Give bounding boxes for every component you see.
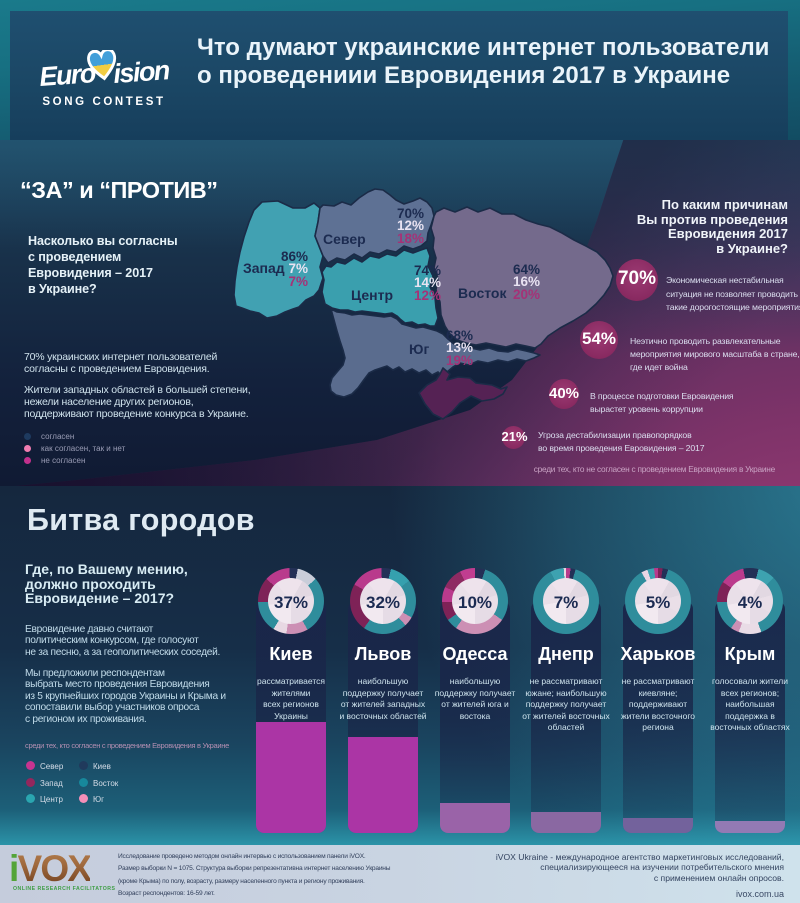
svg-text:ision: ision [112, 55, 170, 89]
svg-text:SONG CONTEST: SONG CONTEST [42, 96, 165, 108]
svg-text:Euro: Euro [38, 58, 96, 92]
